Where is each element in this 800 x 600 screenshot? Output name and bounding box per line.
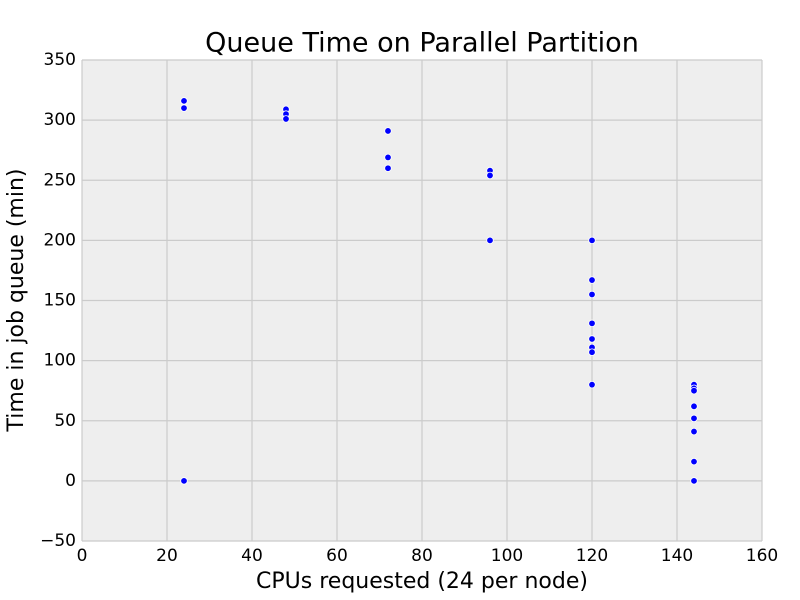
point [690,477,698,485]
x-tick-label: 120 [576,546,608,566]
chart-title: Queue Time on Parallel Partition [205,28,639,59]
x-tick-label: 100 [491,546,523,566]
x-tick-label: 60 [326,546,348,566]
point [588,276,596,284]
point [180,104,188,112]
x-tick-label: 40 [241,546,263,566]
y-tick-label: −50 [40,531,76,551]
point [180,97,188,105]
y-tick-label: 100 [44,351,76,371]
point [588,348,596,356]
x-tick-label: 160 [746,546,778,566]
point [690,457,698,466]
x-tick-label: 20 [156,546,178,566]
point [690,386,698,395]
point [384,164,392,172]
y-axis-label: Time in job queue (min) [4,169,29,433]
x-tick-label: 140 [661,546,693,566]
point [486,236,494,245]
point [282,115,290,123]
x-axis-label: CPUs requested (24 per node) [256,569,588,594]
point [588,290,596,299]
x-tick-label: 0 [77,546,88,566]
point [690,414,698,423]
point [690,427,698,436]
y-tick-label: 50 [54,411,76,431]
point [690,402,698,411]
point [180,477,188,485]
x-tick-label: 80 [411,546,433,566]
point [384,127,392,135]
point [384,153,392,162]
y-tick-label: 200 [44,230,76,250]
y-tick-label: 300 [44,110,76,130]
point [486,171,494,180]
y-tick-label: 250 [44,170,76,190]
point [588,335,596,343]
y-tick-label: 150 [44,291,76,311]
point [588,236,596,245]
point [588,380,596,389]
y-tick-label: 350 [44,50,76,70]
point [588,319,596,328]
y-tick-label: 0 [65,471,76,491]
